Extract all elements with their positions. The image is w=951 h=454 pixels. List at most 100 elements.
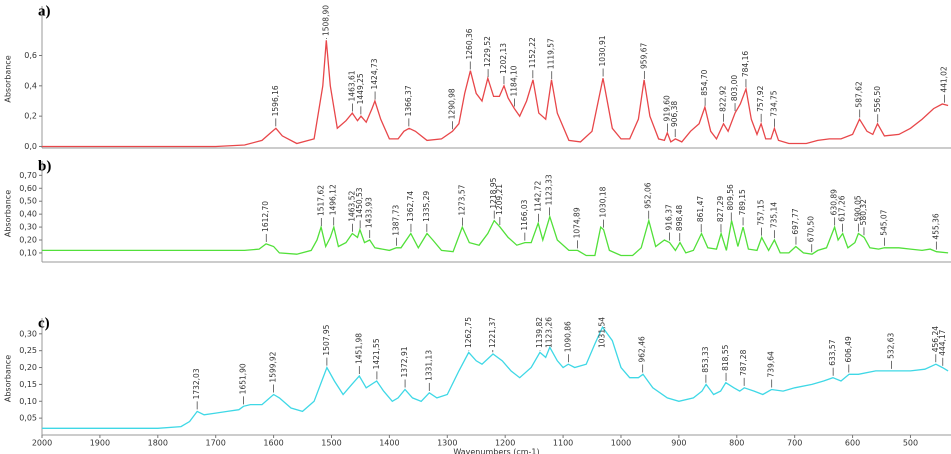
annotation-label: 757,15 xyxy=(757,199,766,225)
annotation-label: 532,63 xyxy=(887,332,896,358)
annotation-label: 916,37 xyxy=(664,204,673,230)
annotation-label: 822,92 xyxy=(719,85,728,111)
annotation-label: 670,50 xyxy=(807,216,816,242)
annotation-label: 919,60 xyxy=(663,95,672,121)
annotation-label: 1090,86 xyxy=(563,321,572,352)
annotation-label: 1508,90 xyxy=(321,5,330,36)
annotation-label: 1262,75 xyxy=(464,317,473,348)
annotation-label: 1030,91 xyxy=(598,35,607,66)
annotation-label: 1651,90 xyxy=(239,363,248,394)
annotation-label: 1496,12 xyxy=(329,184,338,215)
panel-label: c) xyxy=(38,315,50,331)
annotation-label: 959,67 xyxy=(639,42,648,68)
annotation-label: 1335,29 xyxy=(422,191,431,222)
annotation-label: 854,70 xyxy=(700,69,709,95)
panel-label: b) xyxy=(38,158,51,174)
annotation-label: 1031,54 xyxy=(598,317,607,348)
annotation-label: 1218,95 xyxy=(489,177,498,208)
annotation-label: 734,75 xyxy=(770,90,779,116)
x-tick-label: 1500 xyxy=(321,439,341,448)
x-tick-label: 700 xyxy=(787,439,802,448)
annotation-label: 1119,57 xyxy=(547,38,556,69)
annotation-label: 1152,22 xyxy=(528,37,537,68)
y-axis-label: Absorbance xyxy=(4,55,13,102)
annotation-label: 456,24 xyxy=(931,326,940,352)
annotation-label: 1184,10 xyxy=(509,65,518,96)
annotation-label: 556,50 xyxy=(873,86,882,112)
annotation-label: 587,62 xyxy=(855,81,864,107)
annotation-label: 1612,70 xyxy=(261,201,270,232)
annotation-label: 1221,37 xyxy=(488,317,497,348)
annotation-label: 1599,92 xyxy=(269,351,278,382)
x-tick-label: 1100 xyxy=(553,439,573,448)
annotation-label: 630,89 xyxy=(830,189,839,215)
annotation-label: 1202,13 xyxy=(499,43,508,74)
spectrum-line xyxy=(42,325,949,429)
x-tick-label: 1200 xyxy=(495,439,515,448)
annotation-label: 853,33 xyxy=(701,346,710,372)
annotation-label: 1139,82 xyxy=(535,317,544,348)
y-tick-label: 0,30 xyxy=(19,223,37,232)
annotation-label: 1260,36 xyxy=(465,28,474,59)
annotation-label: 1463,61 xyxy=(348,70,357,101)
annotation-label: 1433,93 xyxy=(365,197,374,228)
annotation-label: 906,38 xyxy=(670,101,679,127)
annotation-label: 784,16 xyxy=(741,51,750,77)
y-tick-label: 0,0 xyxy=(24,142,37,151)
annotation-label: 1424,73 xyxy=(370,58,379,89)
y-axis-label: Absorbance xyxy=(4,190,13,237)
annotation-label: 1449,25 xyxy=(356,73,365,104)
y-tick-label: 0,70 xyxy=(19,171,37,180)
annotation-label: 789,15 xyxy=(738,189,747,215)
annotation-label: 1596,16 xyxy=(271,85,280,116)
annotation-label: 1450,53 xyxy=(355,187,364,218)
x-tick-label: 600 xyxy=(845,439,860,448)
spectrum-line xyxy=(42,214,949,257)
y-tick-label: 0,20 xyxy=(19,236,37,245)
annotation-label: 1209,21 xyxy=(495,184,504,215)
annotation-label: 962,46 xyxy=(638,336,647,362)
y-tick-label: 0,25 xyxy=(19,346,37,355)
annotation-label: 590,05 xyxy=(853,195,862,221)
annotation-label: 1732,03 xyxy=(192,368,201,399)
annotation-label: 1507,95 xyxy=(322,324,331,355)
annotation-label: 1166,03 xyxy=(520,199,529,230)
x-tick-label: 1600 xyxy=(263,439,283,448)
annotation-label: 1229,52 xyxy=(483,36,492,67)
x-tick-label: 900 xyxy=(671,439,686,448)
y-tick-label: 0,2 xyxy=(24,112,37,121)
y-tick-label: 0,40 xyxy=(19,210,37,219)
annotation-label: 545,07 xyxy=(879,209,888,235)
panel-label: a) xyxy=(38,3,51,19)
annotation-label: 898,48 xyxy=(675,205,684,231)
annotation-label: 1463,52 xyxy=(348,191,357,222)
annotation-label: 1273,57 xyxy=(458,184,467,215)
x-tick-label: 1000 xyxy=(611,439,631,448)
annotation-label: 1387,73 xyxy=(391,205,400,236)
annotation-label: 735,14 xyxy=(769,202,778,228)
annotation-label: 1421,55 xyxy=(372,338,381,369)
annotation-label: 1030,18 xyxy=(599,186,608,217)
annotation-label: 1362,74 xyxy=(406,191,415,222)
annotation-label: 697,77 xyxy=(791,208,800,234)
annotation-label: 803,00 xyxy=(730,75,739,101)
x-tick-label: 1800 xyxy=(148,439,168,448)
y-tick-label: 0,6 xyxy=(24,51,37,60)
annotation-label: 757,92 xyxy=(756,85,765,111)
annotation-label: 809,56 xyxy=(726,184,735,210)
annotation-label: 1123,33 xyxy=(545,174,554,205)
y-tick-label: 0,4 xyxy=(24,81,37,90)
y-tick-label: 0,60 xyxy=(19,184,37,193)
annotation-label: 441,02 xyxy=(940,66,949,92)
annotation-label: 739,64 xyxy=(767,351,776,377)
x-tick-label: 1900 xyxy=(90,439,110,448)
y-tick-label: 0,10 xyxy=(19,248,37,257)
annotation-label: 617,26 xyxy=(838,195,847,221)
annotation-label: 1451,98 xyxy=(354,333,363,364)
annotation-label: 444,17 xyxy=(938,329,947,355)
x-tick-label: 800 xyxy=(729,439,744,448)
annotation-label: 861,47 xyxy=(696,196,705,222)
annotation-label: 1123,26 xyxy=(545,317,554,348)
y-tick-label: 0,05 xyxy=(19,414,37,423)
y-axis-label: Absorbance xyxy=(4,355,13,402)
